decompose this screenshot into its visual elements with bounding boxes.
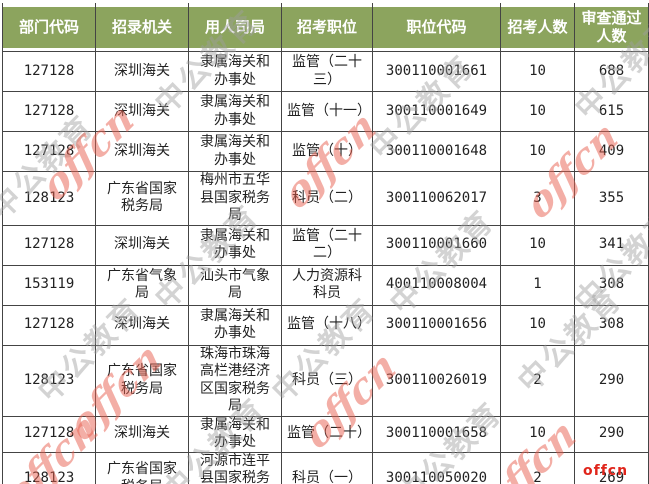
cell-position: 监管（二十二） <box>281 224 373 266</box>
cell-recruit-count: 10 <box>500 415 575 453</box>
cell-position-code: 300110050020 <box>372 451 501 484</box>
cell-agency: 广东省国家税务局 <box>95 451 189 484</box>
cell-recruit-count: 2 <box>500 344 575 417</box>
cell-approved-count: 615 <box>574 91 649 132</box>
cell-agency: 广东省国家税务局 <box>95 171 189 226</box>
cell-agency: 深圳海关 <box>95 304 189 346</box>
cell-position: 监管（十） <box>281 131 373 172</box>
cell-agency: 广东省气象局 <box>95 264 189 306</box>
table-row: 128123广东省国家税务局河源市连平县国家税务局科员（一）3001100500… <box>2 451 649 484</box>
col-header-position-code: 职位代码 <box>372 3 501 52</box>
table-row: 127128 深圳海关 隶属海关和办事处 监管（十） 300110001648 10 409… <box>2 131 649 172</box>
cell-bureau: 隶属海关和办事处 <box>188 91 282 132</box>
cell-bureau: 河源市连平县国家税务局 <box>188 451 282 484</box>
cell-approved-count: 409 <box>574 131 649 172</box>
cell-dept-code: 127128 <box>2 51 96 92</box>
cell-recruit-count: 10 <box>500 224 575 266</box>
cell-position-code: 400110008004 <box>372 264 501 306</box>
cell-position: 科员（三） <box>281 344 373 417</box>
cell-position: 监管（二十三） <box>281 51 373 92</box>
cell-dept-code: 128123 <box>2 344 96 417</box>
col-header-recruit-count: 招考人数 <box>500 3 575 52</box>
col-header-approved-count: 审查通过人数 <box>574 3 649 52</box>
cell-recruit-count: 10 <box>500 91 575 132</box>
cell-dept-code: 127128 <box>2 91 96 132</box>
cell-approved-count: 290 <box>574 344 649 417</box>
table-row: 153119 广东省气象局 汕头市气象局 人力资源科科员 400110008004 1 30… <box>2 264 649 306</box>
cell-recruit-count: 2 <box>500 451 575 484</box>
cell-approved-count: 269 <box>574 451 649 484</box>
cell-position-code: 300110001658 <box>372 415 501 453</box>
cell-position: 科员（一） <box>281 451 373 484</box>
table-row: 128123 广东省国家税务局 梅州市五华县国家税务局 科员（二） 3001100620… <box>2 171 649 226</box>
cell-agency: 深圳海关 <box>95 91 189 132</box>
cell-agency: 深圳海关 <box>95 224 189 266</box>
cell-agency: 深圳海关 <box>95 415 189 453</box>
cell-bureau: 隶属海关和办事处 <box>188 51 282 92</box>
cell-dept-code: 127128 <box>2 131 96 172</box>
cell-recruit-count: 10 <box>500 51 575 92</box>
cell-position: 监管（十八） <box>281 304 373 346</box>
cell-agency: 深圳海关 <box>95 51 189 92</box>
cell-dept-code: 127128 <box>2 415 96 453</box>
cell-bureau: 隶属海关和办事处 <box>188 131 282 172</box>
cell-position-code: 300110062017 <box>372 171 501 226</box>
table-head: 部门代码招录机关用人司局招考职位职位代码招考人数审查通过人数竞争比 <box>2 3 649 52</box>
cell-position: 监管（十一） <box>281 91 373 132</box>
cell-approved-count: 688 <box>574 51 649 92</box>
table-row: 128123 广东省国家税务局 珠海市珠海高栏港经济区国家税务局 科员（三） 30011… <box>2 344 649 417</box>
cell-bureau: 隶属海关和办事处 <box>188 224 282 266</box>
cell-position: 人力资源科科员 <box>281 264 373 306</box>
table-row: 127128 深圳海关 隶属海关和办事处 监管（二十） 300110001658 10 29… <box>2 415 649 453</box>
cell-recruit-count: 3 <box>500 171 575 226</box>
cell-recruit-count: 10 <box>500 304 575 346</box>
table-body: 127128 深圳海关 隶属海关和办事处 监管（二十三） 300110001661 10 6… <box>2 51 649 484</box>
cell-position-code: 300110001656 <box>372 304 501 346</box>
col-header-position: 招考职位 <box>281 3 373 52</box>
cell-approved-count: 308 <box>574 264 649 306</box>
cell-position-code: 300110001660 <box>372 224 501 266</box>
cell-approved-count: 341 <box>574 224 649 266</box>
cell-bureau: 汕头市气象局 <box>188 264 282 306</box>
cell-dept-code: 127128 <box>2 224 96 266</box>
cell-bureau: 隶属海关和办事处 <box>188 304 282 346</box>
cell-dept-code: 127128 <box>2 304 96 346</box>
table-row: 127128 深圳海关 隶属海关和办事处 监管（十一） 300110001649 10 61… <box>2 91 649 132</box>
cell-bureau: 珠海市珠海高栏港经济区国家税务局 <box>188 344 282 417</box>
cell-position-code: 300110001649 <box>372 91 501 132</box>
cell-dept-code: 128123 <box>2 451 96 484</box>
cell-recruit-count: 1 <box>500 264 575 306</box>
cell-position: 监管（二十） <box>281 415 373 453</box>
cell-approved-count: 355 <box>574 171 649 226</box>
cell-position-code: 300110001661 <box>372 51 501 92</box>
cell-dept-code: 128123 <box>2 171 96 226</box>
header-row: 部门代码招录机关用人司局招考职位职位代码招考人数审查通过人数竞争比 <box>2 3 649 52</box>
cell-position-code: 300110001648 <box>372 131 501 172</box>
cell-position: 科员（二） <box>281 171 373 226</box>
cell-bureau: 隶属海关和办事处 <box>188 415 282 453</box>
table-row: 127128 深圳海关 隶属海关和办事处 监管（十八） 300110001656 10 30… <box>2 304 649 346</box>
col-header-bureau: 用人司局 <box>188 3 282 52</box>
cell-approved-count: 290 <box>574 415 649 453</box>
cell-bureau: 梅州市五华县国家税务局 <box>188 171 282 226</box>
col-header-dept-code: 部门代码 <box>2 3 96 52</box>
table-row: 127128 深圳海关 隶属海关和办事处 监管（二十二） 300110001660 10 3… <box>2 224 649 266</box>
cell-approved-count: 308 <box>574 304 649 346</box>
cell-position-code: 300110026019 <box>372 344 501 417</box>
cell-dept-code: 153119 <box>2 264 96 306</box>
table-row: 127128 深圳海关 隶属海关和办事处 监管（二十三） 300110001661 10 6… <box>2 51 649 92</box>
cell-agency: 深圳海关 <box>95 131 189 172</box>
recruitment-table: 部门代码招录机关用人司局招考职位职位代码招考人数审查通过人数竞争比 127128… <box>2 3 649 484</box>
cell-recruit-count: 10 <box>500 131 575 172</box>
col-header-agency: 招录机关 <box>95 3 189 52</box>
cell-agency: 广东省国家税务局 <box>95 344 189 417</box>
